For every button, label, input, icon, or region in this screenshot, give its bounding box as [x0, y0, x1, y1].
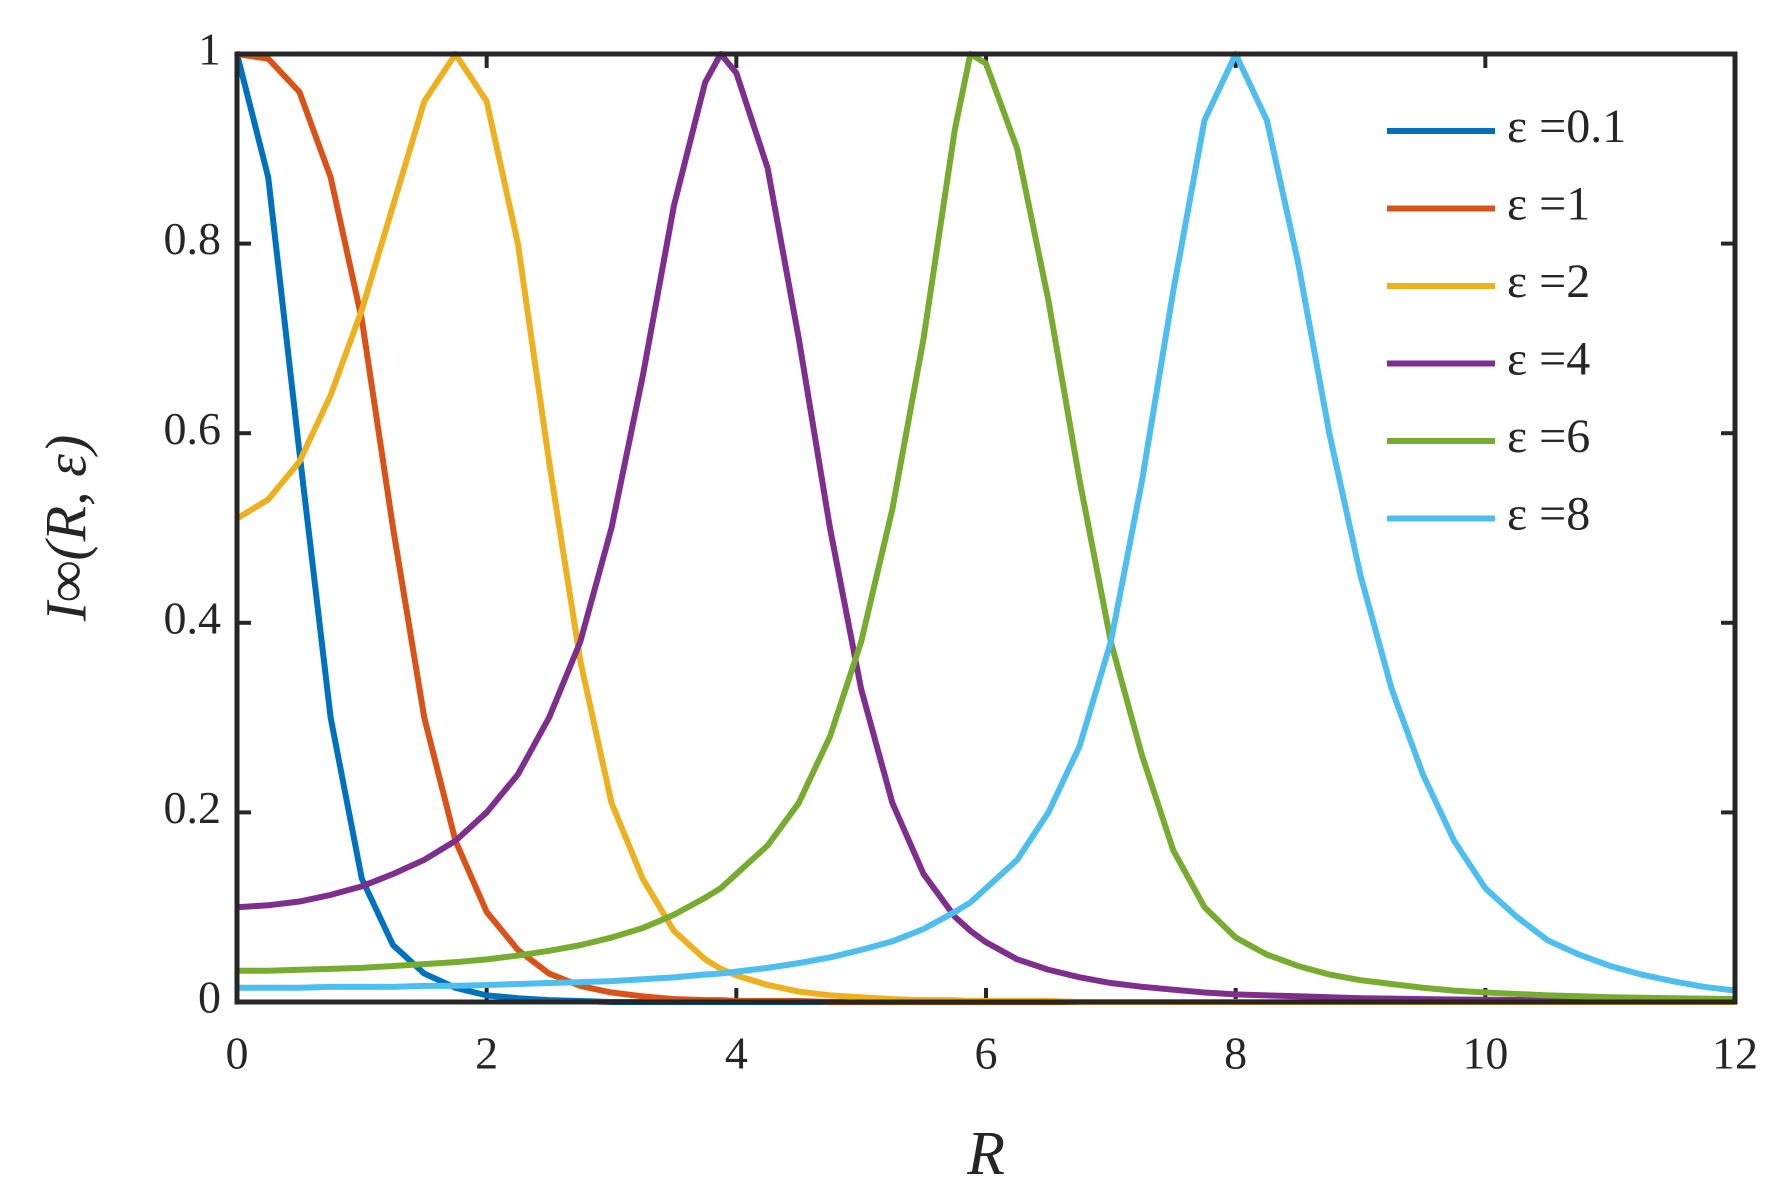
- x-axis-label: R: [966, 1120, 1005, 1188]
- legend-label: ε =2: [1507, 255, 1590, 308]
- y-tick-label: 0.2: [164, 782, 222, 833]
- x-tick-label: 4: [725, 1028, 748, 1079]
- legend-label: ε =6: [1507, 410, 1590, 463]
- y-tick-label: 0.4: [164, 592, 222, 643]
- legend-label: ε =8: [1507, 488, 1590, 541]
- x-tick-label: 12: [1712, 1028, 1758, 1079]
- y-axis-label: I∞(R, ε): [33, 435, 98, 623]
- legend-label: ε =1: [1507, 178, 1590, 231]
- x-tick-label: 2: [475, 1028, 498, 1079]
- x-tick-label: 0: [226, 1028, 249, 1079]
- series-line: [237, 51, 1736, 994]
- y-tick-label: 0.6: [164, 403, 222, 454]
- legend-label: ε =4: [1507, 333, 1590, 386]
- plot-frame: [234, 51, 1738, 1005]
- x-tick-label: 8: [1224, 1028, 1247, 1079]
- legend-label: ε =0.1: [1507, 100, 1626, 153]
- y-tick-label: 1: [198, 24, 221, 75]
- x-tick-label: 10: [1462, 1028, 1508, 1079]
- x-tick-label: 6: [975, 1028, 998, 1079]
- y-tick-label: 0.8: [164, 213, 222, 264]
- y-tick-label: 0: [198, 972, 221, 1023]
